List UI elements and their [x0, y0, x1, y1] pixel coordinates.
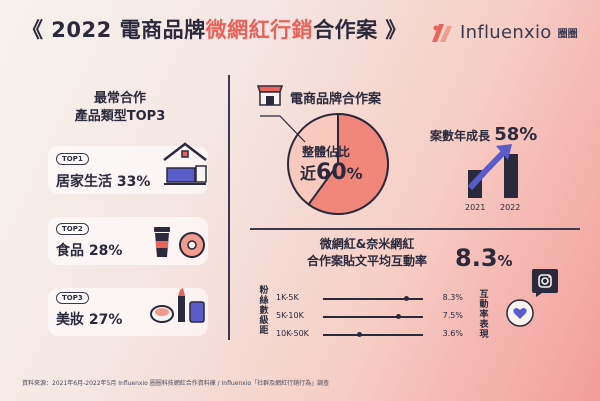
range-value-1: 8.3% — [442, 293, 463, 302]
engagement-bar-3-dot — [356, 332, 362, 337]
range-value-3: 3.6% — [442, 329, 463, 338]
share-value: 近60% — [300, 160, 363, 185]
share-unit: % — [346, 164, 363, 183]
top2-tag: TOP2 — [56, 223, 89, 235]
pie-slice — [307, 112, 389, 215]
growth-arrow-head — [496, 144, 512, 160]
logo-badge: 圈圈 — [557, 29, 578, 40]
year-2022: 2022 — [500, 203, 521, 212]
growth-chart — [467, 144, 518, 198]
top3-label: 美妝 27% — [56, 312, 123, 328]
vertical-divider — [228, 75, 230, 340]
share-sub-label: 整體佔比 — [302, 145, 351, 159]
growth-arrow — [467, 149, 507, 190]
top3-heading-line1: 最常合作 — [93, 91, 146, 106]
range-label-1: 1K-5K — [276, 293, 299, 302]
top2-label: 食品 28% — [56, 243, 123, 259]
instagram-icon — [532, 269, 558, 297]
top3-heading-line2: 產品類型TOP3 — [74, 109, 166, 124]
title-open: 《 2022 電商品牌 — [22, 18, 206, 42]
engagement-rate: 8.3% — [455, 244, 513, 272]
range-label-2: 5K-10K — [276, 311, 304, 320]
share-label: 電商品牌合作案 — [290, 92, 382, 107]
axis-right-label: 互 動 率 表 現 — [479, 290, 489, 340]
influenxio-logo-icon — [432, 23, 452, 42]
title-highlight: 微網紅行銷 — [205, 18, 314, 42]
makeup-icon — [150, 288, 205, 323]
engagement-bar-2 — [323, 314, 423, 319]
year-2021: 2021 — [465, 203, 486, 212]
top3-heading: 最常合作 產品類型TOP3 — [50, 90, 190, 126]
engagement-bar-1 — [323, 296, 423, 301]
range-label-3: 10K-50K — [276, 329, 309, 338]
horizontal-divider — [250, 228, 580, 230]
page-title: 《 2022 電商品牌微網紅行銷合作案 》 — [22, 14, 407, 44]
source-footnote: 資料來源：2021年6月-2022年5月 Influenxio 圈圈科技網紅合作… — [22, 380, 330, 387]
share-number: 60 — [316, 160, 347, 185]
engagement-bar-3 — [323, 332, 423, 337]
top1-label: 居家生活 33% — [56, 174, 151, 190]
growth-bar-2022 — [504, 154, 518, 198]
share-prefix: 近 — [300, 164, 317, 183]
engagement-heading: 微網紅&奈米網紅 合作案貼文平均互動率 — [292, 236, 442, 270]
growth-value: 58% — [494, 124, 538, 145]
engagement-rate-value: 8.3 — [455, 244, 498, 272]
engagement-bar-1-dot — [403, 296, 409, 301]
logo-text: Influenxio — [460, 22, 552, 43]
shop-icon — [256, 85, 284, 106]
food-icon — [154, 227, 205, 258]
range-value-2: 7.5% — [442, 311, 463, 320]
growth-label-text: 案數年成長 — [430, 129, 491, 143]
top3-tag: TOP3 — [56, 292, 89, 304]
engagement-bar-2-dot — [395, 314, 401, 319]
top1-tag: TOP1 — [56, 153, 89, 165]
growth-label: 案數年成長 58% — [430, 124, 537, 145]
brand-logo: Influenxio 圈圈 — [432, 22, 578, 43]
share-pie — [287, 112, 389, 215]
title-close: 合作案 》 — [313, 18, 407, 42]
house-icon — [163, 142, 207, 185]
axis-left-label: 粉 絲 數 級 距 — [259, 286, 269, 336]
engagement-heading-line1: 微網紅&奈米網紅 — [319, 237, 415, 251]
engagement-rate-unit: % — [497, 252, 513, 270]
pointer-line — [260, 115, 306, 143]
engagement-heading-line2: 合作案貼文平均互動率 — [306, 254, 427, 268]
heart-icon — [506, 299, 534, 327]
